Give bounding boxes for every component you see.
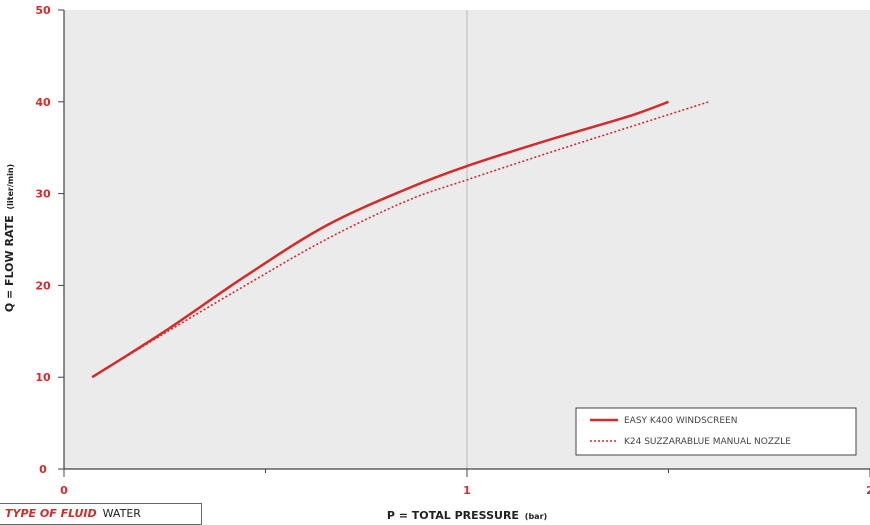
y-tick-label: 40 <box>35 96 51 109</box>
series-line-k24-suzzarablue <box>91 101 710 378</box>
legend-label-k24-suzzarablue: K24 SUZZARABLUE MANUAL NOZZLE <box>624 437 791 447</box>
x-tick-label: 1 <box>463 484 471 497</box>
x-axis-title: P = TOTAL PRESSURE (bar) <box>387 509 547 522</box>
y-axis-title: Q = FLOW RATE (liter/min) <box>3 164 16 312</box>
y-tick-labels: 0 10 20 30 40 50 <box>35 4 51 476</box>
y-tick-label: 50 <box>35 4 51 17</box>
series-line-easy-k400 <box>91 100 669 379</box>
x-tick-labels: 0 1 2 <box>60 484 870 497</box>
fluid-type-label: TYPE OF FLUID <box>5 507 97 520</box>
axes <box>58 9 870 477</box>
x-tick-label: 0 <box>60 484 68 497</box>
legend-label-easy-k400: EASY K400 WINDSCREEN <box>624 416 737 426</box>
y-tick-label: 20 <box>35 279 51 292</box>
y-tick-label: 10 <box>35 371 51 384</box>
fluid-type-box: TYPE OF FLUID WATER <box>0 503 202 525</box>
legend: EASY K400 WINDSCREEN K24 SUZZARABLUE MAN… <box>575 407 857 456</box>
y-tick-label: 0 <box>39 463 47 476</box>
x-tick-label: 2 <box>866 484 870 497</box>
data-series <box>91 100 710 379</box>
fluid-type-value: WATER <box>102 507 141 520</box>
y-tick-label: 30 <box>35 188 51 201</box>
legend-box <box>575 407 857 456</box>
